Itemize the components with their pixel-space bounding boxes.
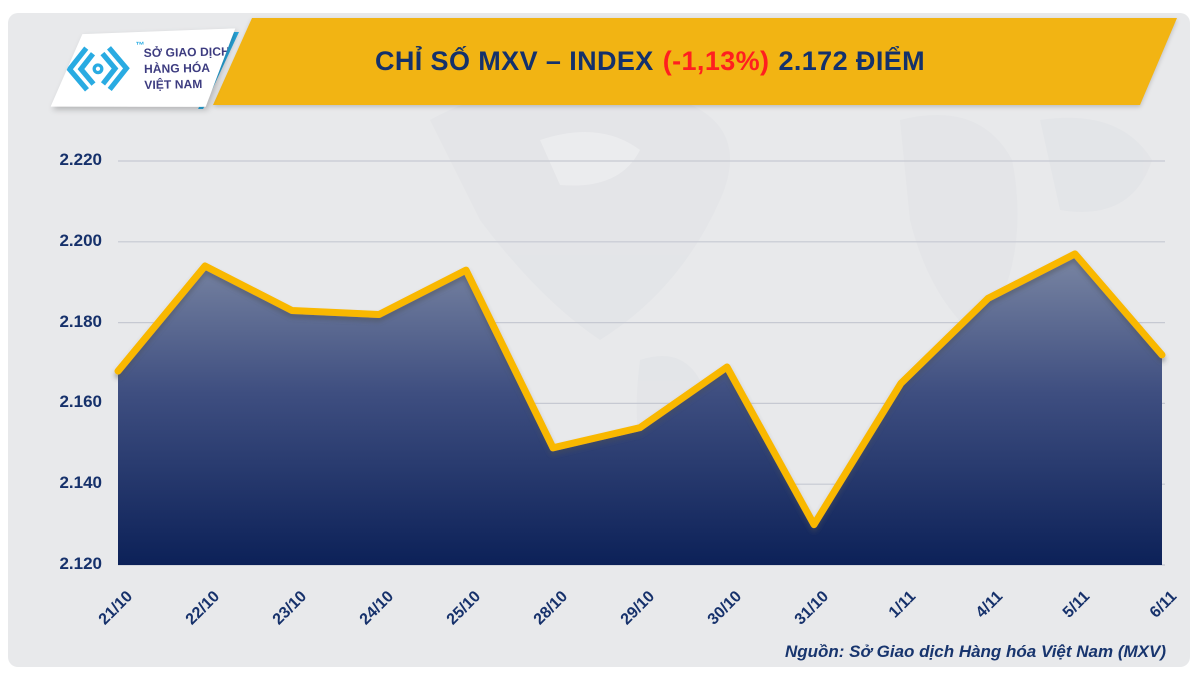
y-axis-label: 2.140 xyxy=(59,473,102,492)
title-banner: CHỈ SỐ MXV – INDEX (-1,13%) 2.172 ĐIỂM xyxy=(213,18,1177,105)
banner-change: (-1,13%) xyxy=(662,46,770,76)
banner-value: 2.172 ĐIỂM xyxy=(778,46,926,76)
index-line xyxy=(114,250,1166,529)
logo-card: ™ SỞ GIAO DỊCH HÀNG HÓA VIỆT NAM xyxy=(50,30,238,108)
title-banner-shape: CHỈ SỐ MXV – INDEX (-1,13%) 2.172 ĐIỂM xyxy=(213,18,1177,105)
source-caption: Nguồn: Sở Giao dịch Hàng hóa Việt Nam (M… xyxy=(784,642,1166,661)
y-axis-label: 2.160 xyxy=(59,392,102,411)
y-axis-label: 2.200 xyxy=(59,231,102,250)
logo-card-shape: ™ SỞ GIAO DỊCH HÀNG HÓA VIỆT NAM xyxy=(49,28,238,109)
area-fill xyxy=(118,253,1162,565)
y-axis-label: 2.120 xyxy=(59,554,102,573)
y-axis-label: 2.220 xyxy=(59,150,102,169)
y-axis-label: 2.180 xyxy=(59,312,102,331)
mxv-logo-icon xyxy=(62,43,135,94)
banner-title: CHỈ SỐ MXV – INDEX xyxy=(374,46,654,76)
